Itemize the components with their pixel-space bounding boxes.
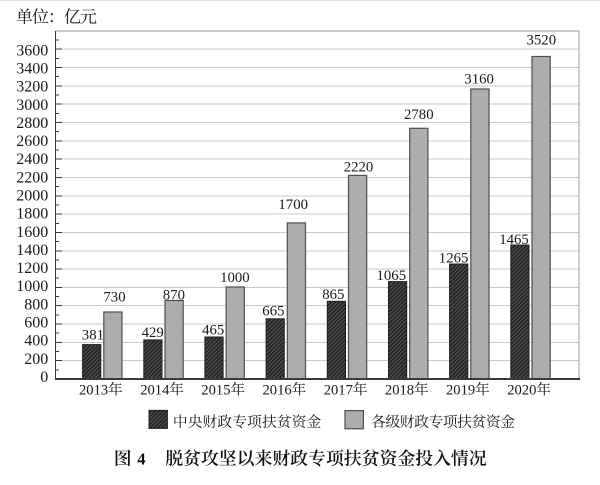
svg-text:381: 381 (82, 328, 104, 344)
svg-text:1065: 1065 (377, 268, 407, 284)
svg-text:3200: 3200 (16, 79, 48, 96)
svg-text:2780: 2780 (404, 107, 434, 123)
svg-text:730: 730 (103, 290, 125, 306)
svg-text:2800: 2800 (16, 115, 48, 132)
svg-text:1000: 1000 (16, 278, 48, 295)
svg-text:400: 400 (24, 333, 48, 350)
svg-text:465: 465 (202, 323, 224, 339)
svg-text:2016: 2016 (263, 382, 292, 398)
svg-text:429: 429 (142, 325, 164, 341)
svg-text:2020: 2020 (507, 382, 536, 398)
svg-text:3520: 3520 (527, 33, 557, 49)
svg-text:3160: 3160 (464, 71, 494, 87)
svg-text:200: 200 (24, 351, 48, 368)
svg-text:2200: 2200 (16, 169, 48, 186)
svg-text:2013: 2013 (79, 382, 108, 398)
svg-text:1600: 1600 (16, 224, 48, 241)
svg-text:2017: 2017 (324, 382, 353, 398)
svg-text:1465: 1465 (499, 232, 529, 248)
svg-text:1800: 1800 (16, 206, 48, 223)
svg-text:1000: 1000 (220, 270, 250, 286)
svg-text:2220: 2220 (344, 160, 374, 176)
svg-text:800: 800 (24, 296, 48, 313)
svg-text:2019: 2019 (446, 382, 475, 398)
svg-text:1400: 1400 (16, 242, 48, 259)
svg-text:0: 0 (40, 369, 48, 386)
svg-text:1700: 1700 (278, 197, 308, 213)
svg-text:870: 870 (163, 287, 185, 303)
svg-text:4: 4 (137, 450, 145, 469)
svg-text:2018: 2018 (385, 382, 414, 398)
svg-text:865: 865 (322, 287, 344, 303)
svg-text:3000: 3000 (16, 97, 48, 114)
svg-text:600: 600 (24, 315, 48, 332)
svg-text:2000: 2000 (16, 188, 48, 205)
svg-text:1200: 1200 (16, 260, 48, 277)
svg-text:2600: 2600 (16, 133, 48, 150)
svg-text:665: 665 (262, 304, 284, 320)
svg-text:3600: 3600 (16, 42, 48, 59)
svg-text:2400: 2400 (16, 151, 48, 168)
svg-text:2015: 2015 (201, 382, 230, 398)
svg-text:1265: 1265 (439, 250, 469, 266)
svg-text:3400: 3400 (16, 60, 48, 77)
svg-text:2014: 2014 (140, 382, 170, 398)
